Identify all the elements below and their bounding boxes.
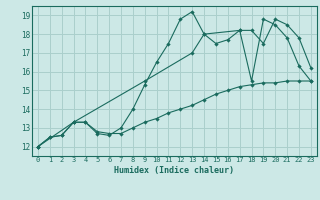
X-axis label: Humidex (Indice chaleur): Humidex (Indice chaleur) [115,166,234,175]
